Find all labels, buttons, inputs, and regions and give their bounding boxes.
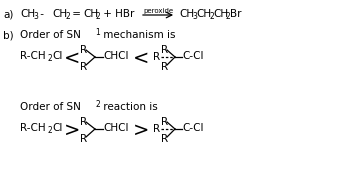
- Text: 2: 2: [96, 12, 101, 21]
- Text: reaction is: reaction is: [100, 102, 158, 112]
- Text: R: R: [161, 117, 168, 127]
- Text: 2: 2: [65, 12, 70, 21]
- Text: R-CH: R-CH: [20, 123, 46, 133]
- Text: R: R: [153, 124, 160, 134]
- Text: + HBr: + HBr: [100, 9, 134, 19]
- Text: Br: Br: [230, 9, 242, 19]
- Text: Cl: Cl: [52, 123, 62, 133]
- Text: R-CH: R-CH: [20, 51, 46, 61]
- Text: R: R: [153, 52, 160, 62]
- Text: <: <: [133, 49, 149, 68]
- Text: <: <: [64, 49, 80, 68]
- Text: CH: CH: [20, 9, 35, 19]
- Text: CH: CH: [196, 9, 211, 19]
- Text: R: R: [161, 134, 168, 144]
- Text: b): b): [3, 30, 14, 40]
- Text: 3: 3: [192, 12, 197, 21]
- Text: R: R: [161, 62, 168, 72]
- Text: CH: CH: [179, 9, 194, 19]
- Text: Cl: Cl: [52, 51, 62, 61]
- Text: R: R: [80, 134, 87, 144]
- Text: a): a): [3, 9, 13, 19]
- Text: Order of SN: Order of SN: [20, 102, 81, 112]
- Text: R: R: [80, 117, 87, 127]
- Text: 2: 2: [48, 126, 53, 135]
- Text: =: =: [69, 9, 84, 19]
- Text: CHCl: CHCl: [103, 123, 128, 133]
- Text: -: -: [37, 9, 47, 19]
- Text: R: R: [80, 45, 87, 55]
- Text: 2: 2: [95, 100, 100, 109]
- Text: CH: CH: [83, 9, 98, 19]
- Text: mechanism is: mechanism is: [100, 30, 175, 40]
- Text: R: R: [161, 45, 168, 55]
- Text: CH: CH: [213, 9, 228, 19]
- Text: CHCl: CHCl: [103, 51, 128, 61]
- Text: 2: 2: [209, 12, 214, 21]
- Text: Order of SN: Order of SN: [20, 30, 81, 40]
- Text: 2: 2: [48, 54, 53, 63]
- Text: 2: 2: [226, 12, 231, 21]
- Text: >: >: [64, 121, 80, 140]
- Text: C-Cl: C-Cl: [182, 51, 204, 61]
- Text: R: R: [80, 62, 87, 72]
- Text: CH: CH: [52, 9, 67, 19]
- Text: 1: 1: [95, 28, 100, 37]
- Text: peroxide: peroxide: [143, 8, 173, 14]
- Text: 3: 3: [33, 12, 38, 21]
- Text: C-Cl: C-Cl: [182, 123, 204, 133]
- Text: >: >: [133, 121, 149, 140]
